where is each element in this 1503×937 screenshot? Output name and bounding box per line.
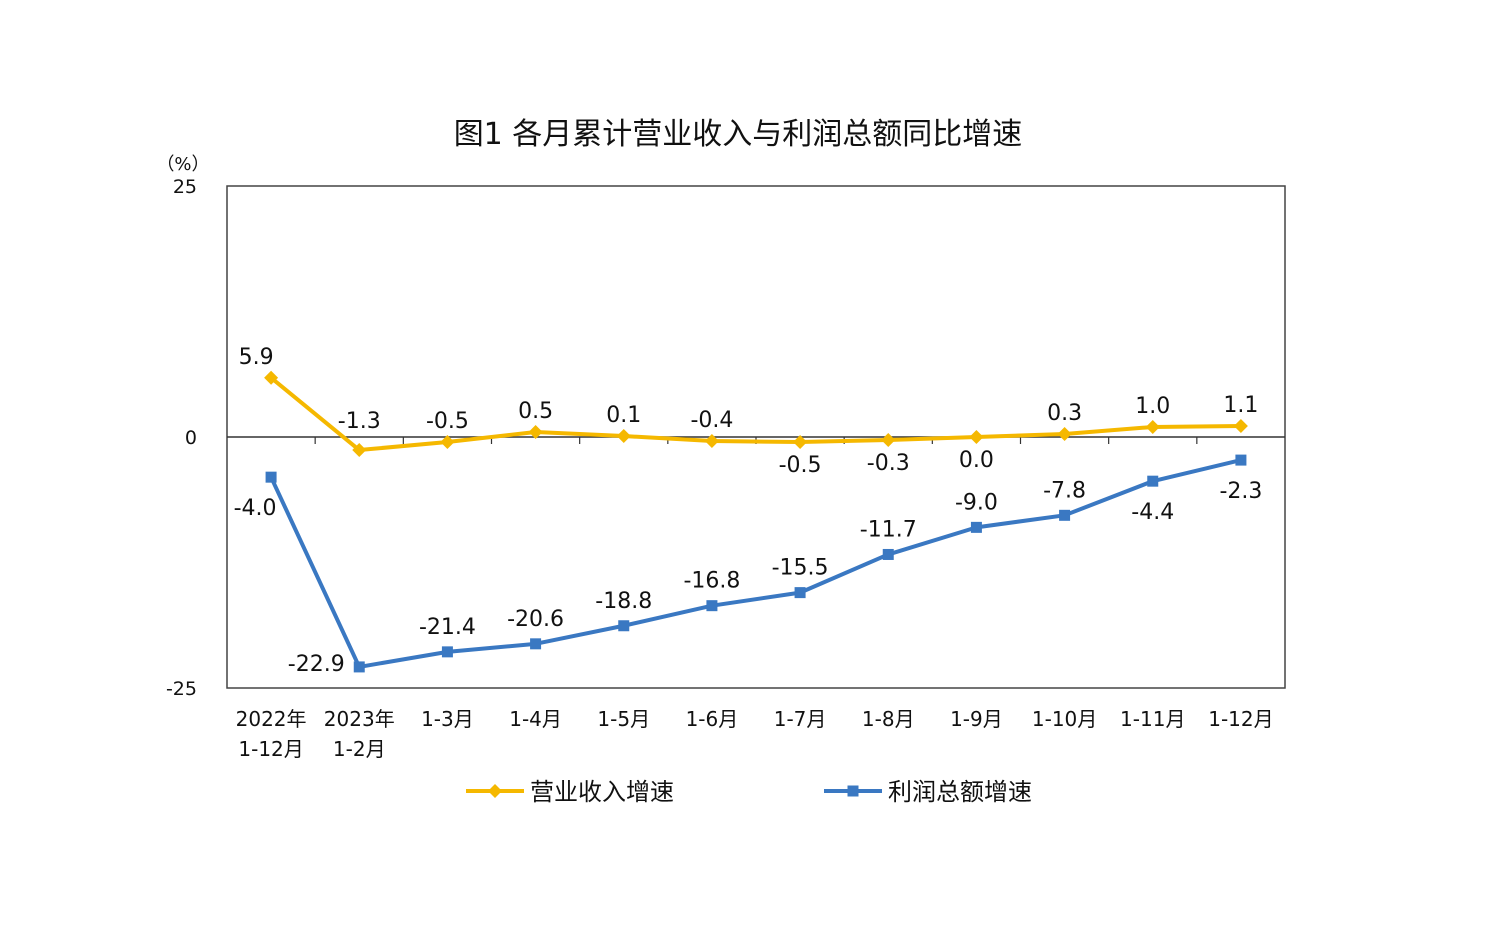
data-label: -1.3 — [338, 409, 381, 434]
data-label: -4.0 — [234, 496, 277, 521]
data-point-diamond — [352, 443, 367, 458]
data-point-diamond — [528, 424, 543, 439]
x-tick-label: 1-12月 — [1208, 707, 1273, 731]
data-point-diamond — [1057, 426, 1072, 441]
data-point-diamond — [1145, 419, 1160, 434]
data-label: -0.4 — [690, 408, 733, 433]
series-group — [264, 370, 1248, 673]
x-tick-label: 1-2月 — [333, 737, 386, 761]
data-label: -2.3 — [1219, 479, 1262, 504]
y-tick-label: -25 — [166, 678, 197, 700]
data-point-diamond — [440, 435, 455, 450]
series-line-2 — [269, 458, 1242, 669]
x-tick-label: 1-9月 — [950, 707, 1003, 731]
x-tick-label: 1-6月 — [686, 707, 739, 731]
data-point-square — [1147, 475, 1159, 487]
data-point-square — [530, 638, 542, 650]
x-tick-label: 1-5月 — [597, 707, 650, 731]
series-line-1 — [269, 376, 1241, 453]
data-label: 0.0 — [959, 448, 994, 473]
data-label: -22.9 — [288, 652, 345, 677]
data-point-square — [618, 620, 630, 632]
legend-marker-square — [847, 785, 859, 797]
legend-label-2: 利润总额增速 — [888, 778, 1032, 806]
data-point-square — [1059, 509, 1071, 521]
chart-title: 图1 各月累计营业收入与利润总额同比增速 — [454, 117, 1023, 152]
data-label: 1.1 — [1223, 393, 1258, 418]
data-label: -16.8 — [683, 569, 740, 594]
data-point-diamond — [969, 430, 984, 444]
data-point-square — [970, 521, 982, 533]
data-point-square — [1235, 454, 1247, 466]
x-tick-label: 1-8月 — [862, 707, 915, 731]
data-label: 0.5 — [518, 399, 553, 424]
legend-label-1: 营业收入增速 — [530, 778, 674, 806]
y-tick-label: 0 — [185, 427, 197, 449]
data-label: -11.7 — [860, 517, 917, 542]
data-point-diamond — [616, 428, 631, 443]
legend: 营业收入增速 利润总额增速 — [466, 778, 1032, 806]
x-tick-label: 2022年 — [236, 707, 307, 731]
data-label: -0.3 — [867, 451, 910, 476]
axes: 25 0 -25 2022年 1-12月 2023年 1-2月 1-3月 1-4月 1-5月 1-6… — [166, 176, 1285, 761]
x-tick-label: 1-4月 — [509, 707, 562, 731]
data-point-diamond — [1233, 418, 1248, 433]
data-label: -4.4 — [1131, 500, 1174, 525]
data-label: 0.1 — [606, 403, 641, 428]
data-label: 1.0 — [1135, 394, 1170, 419]
data-label: -20.6 — [507, 607, 564, 632]
data-label: -0.5 — [426, 409, 469, 434]
data-label: -15.5 — [772, 556, 829, 581]
x-tick-label: 1-10月 — [1032, 707, 1097, 731]
x-tick-label: 1-11月 — [1120, 707, 1185, 731]
data-point-square — [794, 587, 806, 599]
data-label: 5.9 — [239, 345, 274, 370]
y-axis-unit: （%） — [156, 154, 209, 175]
data-label: -21.4 — [419, 615, 476, 640]
data-labels: 5.9 -1.3 -0.5 0.5 0.1 -0.4 -0.5 -0.3 0.0 0.3 1.0 1.… — [234, 345, 1263, 677]
data-label: -9.0 — [955, 490, 998, 515]
x-tick-label: 1-7月 — [774, 707, 827, 731]
data-label: -18.8 — [595, 589, 652, 614]
x-tick-label: 1-12月 — [238, 737, 303, 761]
data-point-square — [353, 661, 365, 673]
data-point-square — [706, 600, 718, 612]
data-label: 0.3 — [1047, 401, 1082, 426]
data-label: -0.5 — [779, 453, 822, 478]
x-tick-label: 2023年 — [324, 707, 395, 731]
y-tick-label: 25 — [173, 176, 197, 198]
data-label: -7.8 — [1043, 478, 1086, 503]
data-point-square — [882, 548, 894, 560]
data-point-square — [265, 471, 277, 483]
data-point-diamond — [264, 370, 279, 385]
data-point-diamond — [793, 435, 808, 450]
data-point-square — [441, 646, 453, 658]
x-tick-label: 1-3月 — [421, 707, 474, 731]
data-point-diamond — [704, 434, 719, 449]
data-point-diamond — [881, 433, 896, 448]
legend-marker-diamond — [488, 784, 502, 798]
